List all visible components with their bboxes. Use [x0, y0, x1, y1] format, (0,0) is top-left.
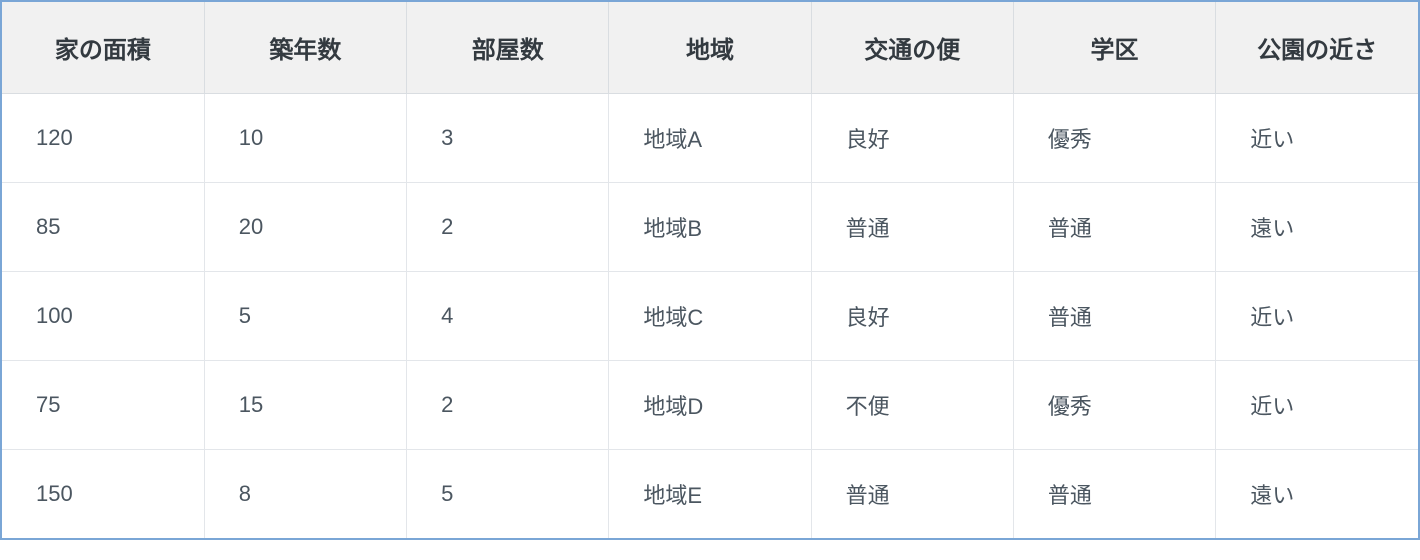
- col-header-school: 学区: [1013, 2, 1215, 94]
- cell-area: 120: [2, 94, 204, 183]
- cell-age: 10: [204, 94, 406, 183]
- cell-park: 近い: [1216, 361, 1418, 450]
- cell-transport: 良好: [811, 272, 1013, 361]
- cell-rooms: 2: [407, 183, 609, 272]
- cell-region: 地域B: [609, 183, 811, 272]
- col-header-area: 家の面積: [2, 2, 204, 94]
- cell-transport: 良好: [811, 94, 1013, 183]
- cell-region: 地域D: [609, 361, 811, 450]
- col-header-park: 公園の近さ: [1216, 2, 1418, 94]
- cell-rooms: 3: [407, 94, 609, 183]
- col-header-rooms: 部屋数: [407, 2, 609, 94]
- cell-park: 近い: [1216, 94, 1418, 183]
- cell-transport: 不便: [811, 361, 1013, 450]
- cell-age: 8: [204, 450, 406, 539]
- cell-area: 85: [2, 183, 204, 272]
- cell-area: 100: [2, 272, 204, 361]
- cell-school: 普通: [1013, 272, 1215, 361]
- cell-transport: 普通: [811, 183, 1013, 272]
- cell-area: 75: [2, 361, 204, 450]
- cell-region: 地域E: [609, 450, 811, 539]
- cell-rooms: 5: [407, 450, 609, 539]
- cell-rooms: 2: [407, 361, 609, 450]
- cell-park: 遠い: [1216, 450, 1418, 539]
- cell-age: 5: [204, 272, 406, 361]
- cell-school: 優秀: [1013, 94, 1215, 183]
- table-row: 150 8 5 地域E 普通 普通 遠い: [2, 450, 1418, 539]
- cell-age: 15: [204, 361, 406, 450]
- cell-region: 地域C: [609, 272, 811, 361]
- cell-age: 20: [204, 183, 406, 272]
- table-body: 120 10 3 地域A 良好 優秀 近い 85 20 2 地域B 普通 普通 …: [2, 94, 1418, 539]
- housing-table-container: 家の面積 築年数 部屋数 地域 交通の便 学区 公園の近さ 120 10 3 地…: [0, 0, 1420, 540]
- cell-transport: 普通: [811, 450, 1013, 539]
- table-row: 85 20 2 地域B 普通 普通 遠い: [2, 183, 1418, 272]
- table-row: 100 5 4 地域C 良好 普通 近い: [2, 272, 1418, 361]
- cell-school: 優秀: [1013, 361, 1215, 450]
- col-header-transport: 交通の便: [811, 2, 1013, 94]
- cell-region: 地域A: [609, 94, 811, 183]
- cell-park: 近い: [1216, 272, 1418, 361]
- table-header-row: 家の面積 築年数 部屋数 地域 交通の便 学区 公園の近さ: [2, 2, 1418, 94]
- cell-school: 普通: [1013, 183, 1215, 272]
- cell-park: 遠い: [1216, 183, 1418, 272]
- col-header-region: 地域: [609, 2, 811, 94]
- table-row: 120 10 3 地域A 良好 優秀 近い: [2, 94, 1418, 183]
- col-header-age: 築年数: [204, 2, 406, 94]
- table-header: 家の面積 築年数 部屋数 地域 交通の便 学区 公園の近さ: [2, 2, 1418, 94]
- cell-school: 普通: [1013, 450, 1215, 539]
- housing-table: 家の面積 築年数 部屋数 地域 交通の便 学区 公園の近さ 120 10 3 地…: [2, 2, 1418, 538]
- cell-rooms: 4: [407, 272, 609, 361]
- cell-area: 150: [2, 450, 204, 539]
- table-row: 75 15 2 地域D 不便 優秀 近い: [2, 361, 1418, 450]
